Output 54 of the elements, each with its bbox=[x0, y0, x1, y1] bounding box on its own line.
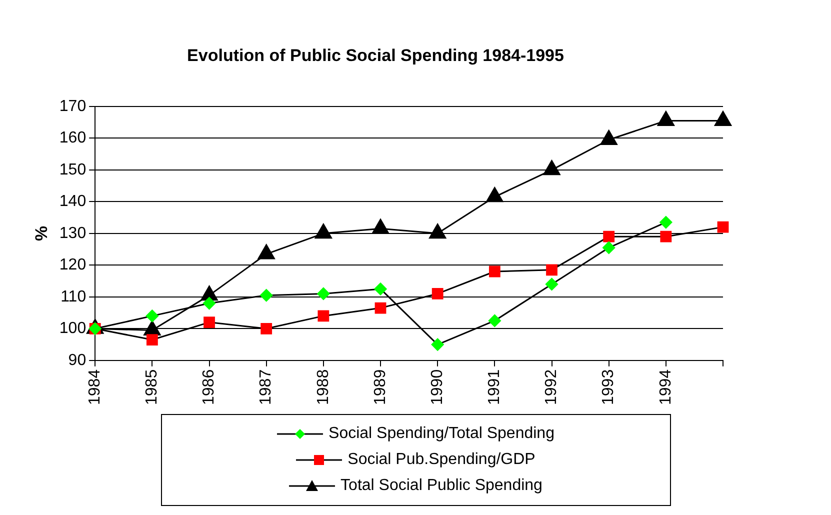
point bbox=[429, 224, 446, 239]
point bbox=[543, 160, 560, 176]
point bbox=[260, 322, 272, 334]
point bbox=[660, 230, 672, 242]
x-tick-label: 1993 bbox=[600, 369, 618, 405]
x-tick-label: 1990 bbox=[428, 369, 446, 405]
point bbox=[204, 316, 215, 328]
point bbox=[603, 230, 615, 242]
y-tick-label: 90 bbox=[68, 352, 86, 369]
point bbox=[372, 218, 390, 234]
x-tick-label: 1991 bbox=[486, 369, 504, 405]
x-tick-label: 1989 bbox=[372, 369, 389, 405]
legend-label: Total Social Public Spending bbox=[340, 477, 542, 495]
point bbox=[374, 282, 387, 296]
point bbox=[318, 310, 330, 322]
point bbox=[602, 241, 616, 254]
legend-label: Social Spending/Total Spending bbox=[328, 425, 554, 443]
point bbox=[203, 297, 216, 310]
point bbox=[260, 289, 273, 302]
chart-title: Evolution of Public Social Spending 1984-1995 bbox=[187, 46, 564, 65]
point bbox=[660, 216, 672, 229]
y-tick-label: 140 bbox=[59, 193, 86, 210]
point bbox=[317, 287, 330, 300]
y-tick-label: 170 bbox=[59, 98, 86, 115]
x-tick-label: 1987 bbox=[258, 369, 275, 405]
x-tick-label: 1994 bbox=[657, 369, 674, 405]
point bbox=[546, 278, 558, 290]
point bbox=[657, 110, 674, 126]
point bbox=[431, 338, 444, 351]
y-tick-label: 130 bbox=[59, 224, 86, 242]
point bbox=[717, 221, 729, 233]
x-tick-label: 1986 bbox=[200, 369, 218, 405]
y-tick-label: 160 bbox=[59, 130, 86, 147]
y-tick-label: 100 bbox=[59, 320, 86, 338]
x-tick-label: 1988 bbox=[314, 369, 332, 405]
y-axis-title: % bbox=[32, 226, 51, 241]
x-tick-label: 1985 bbox=[144, 369, 161, 405]
point bbox=[314, 224, 332, 239]
y-tick-label: 120 bbox=[59, 256, 86, 274]
y-tick-label: 150 bbox=[59, 161, 86, 178]
legend-label: Social Pub.Spending/GDP bbox=[348, 451, 536, 469]
point bbox=[546, 264, 558, 276]
point bbox=[146, 310, 158, 322]
point bbox=[486, 187, 504, 202]
point bbox=[600, 130, 618, 145]
point bbox=[374, 302, 386, 314]
point bbox=[146, 334, 158, 346]
point bbox=[488, 314, 501, 327]
y-tick-label: 110 bbox=[60, 288, 86, 306]
point bbox=[432, 288, 444, 300]
x-tick-label: 1992 bbox=[543, 369, 560, 405]
point bbox=[488, 266, 500, 278]
x-tick-label: 1984 bbox=[86, 369, 104, 405]
point bbox=[714, 110, 732, 126]
